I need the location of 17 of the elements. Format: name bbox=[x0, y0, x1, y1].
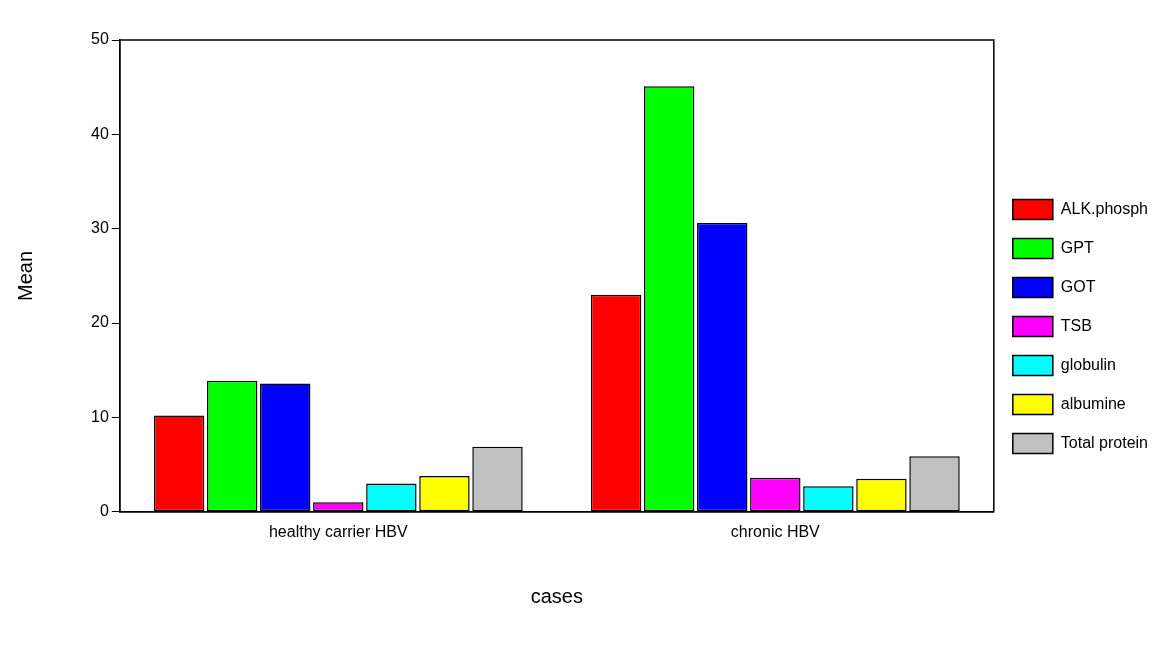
legend-label: GPT bbox=[1060, 238, 1094, 256]
y-tick-label: 10 bbox=[91, 407, 109, 425]
legend-label: albumine bbox=[1060, 394, 1126, 412]
y-tick-label: 20 bbox=[91, 313, 109, 331]
legend-label: GOT bbox=[1060, 277, 1096, 295]
y-axis-title: Mean bbox=[13, 250, 36, 301]
y-tick-label: 30 bbox=[91, 219, 109, 237]
legend-label: ALK.phosph bbox=[1060, 199, 1149, 217]
legend-label: TSB bbox=[1060, 316, 1092, 334]
legend-label: globulin bbox=[1060, 355, 1116, 373]
y-tick-label: 0 bbox=[99, 502, 109, 520]
y-tick-label: 40 bbox=[91, 124, 109, 142]
legend-label: Total protein bbox=[1060, 433, 1148, 451]
x-axis-title: cases bbox=[530, 584, 583, 607]
y-tick-label: 50 bbox=[91, 30, 109, 48]
x-tick-label: chronic HBV bbox=[730, 522, 821, 540]
x-tick-label: healthy carrier HBV bbox=[268, 522, 408, 540]
